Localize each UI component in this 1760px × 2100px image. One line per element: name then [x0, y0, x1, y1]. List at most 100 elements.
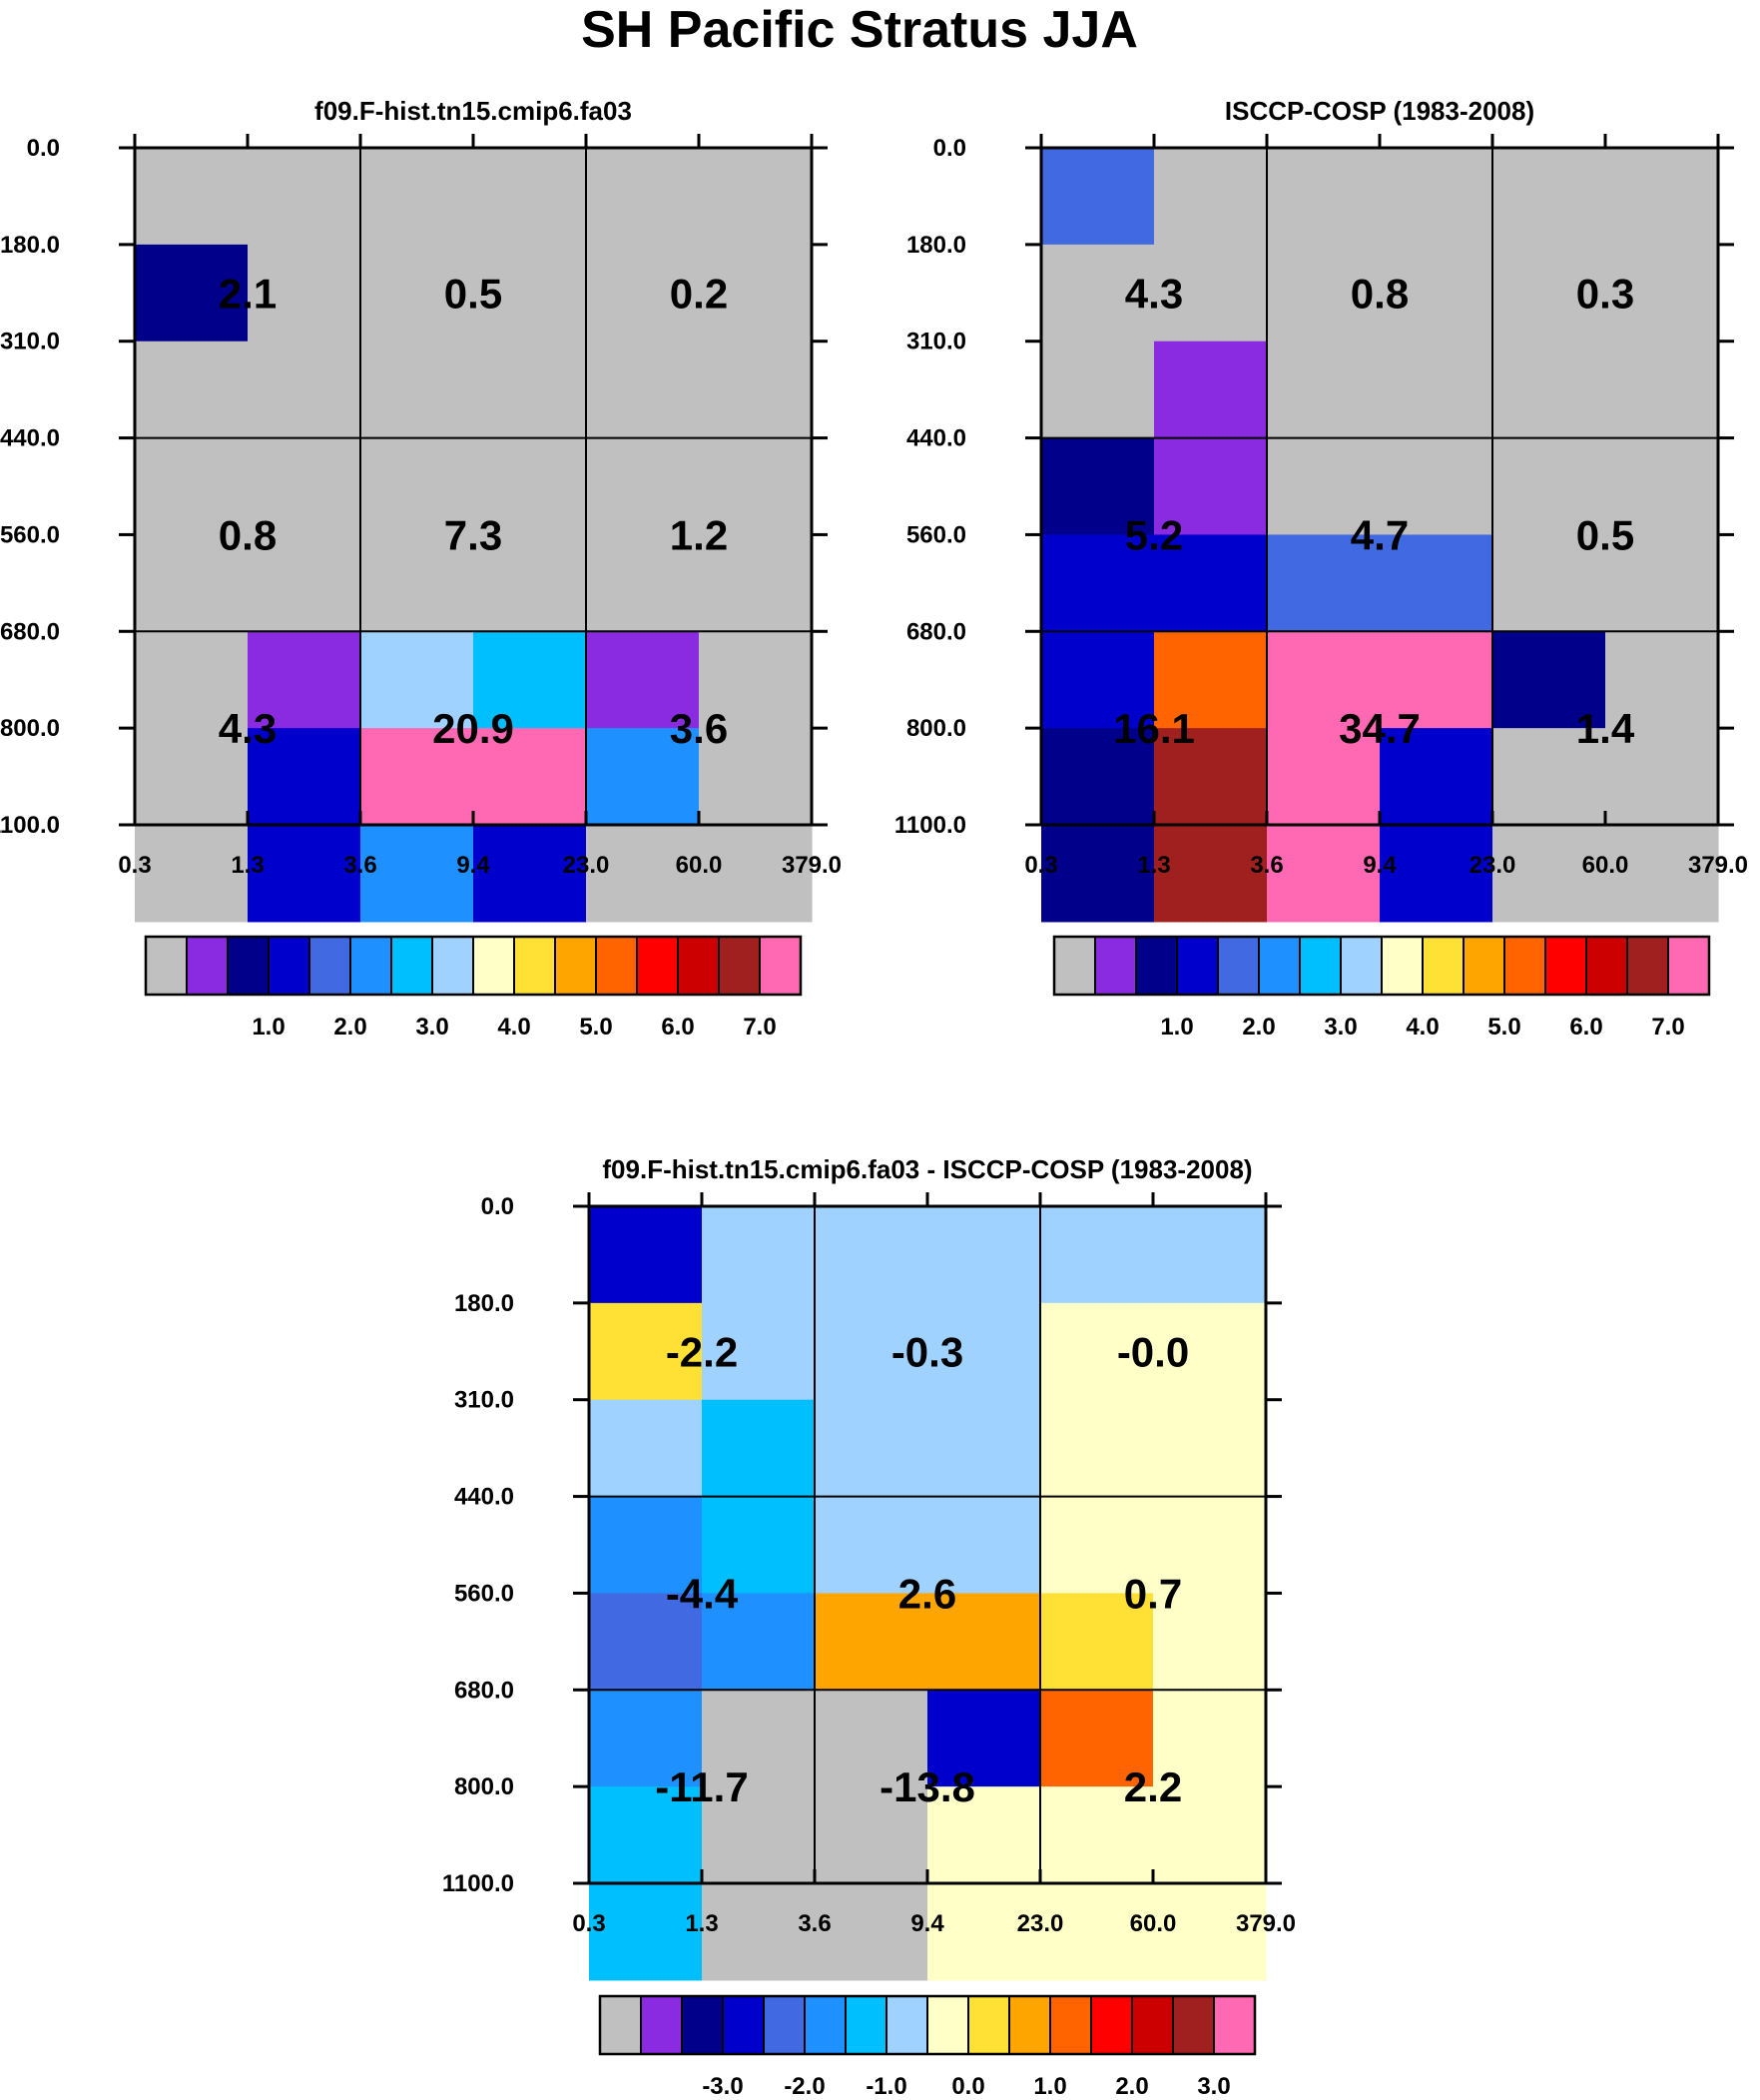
heatmap-cell: [927, 1883, 1041, 1981]
x-tick-label: 23.0: [563, 852, 610, 879]
y-tick-label: 0.0: [481, 1193, 514, 1220]
x-tick-label: 1.3: [231, 852, 264, 879]
heatmap-cell: [586, 728, 700, 826]
heatmap-cell: [699, 148, 813, 246]
heatmap-cell: [248, 825, 361, 923]
heatmap-cell: [1492, 244, 1606, 343]
heatmap-cell: [1153, 1399, 1267, 1498]
heatmap-cell: [473, 148, 587, 246]
heatmap-cell: [815, 1496, 928, 1595]
heatmap-cell: [360, 244, 474, 343]
heatmap-cell: [1153, 1593, 1267, 1691]
heatmap-cell: [135, 244, 249, 343]
heatmap-cell: [248, 341, 361, 439]
heatmap-cell: [135, 437, 249, 536]
colorbar-swatch: [1626, 936, 1669, 996]
colorbar-label: 6.0: [661, 1014, 694, 1041]
heatmap-cell: [589, 1883, 703, 1981]
heatmap-cell: [1040, 1883, 1154, 1981]
colorbar-swatch: [186, 936, 229, 996]
colorbar-label: 1.0: [1160, 1014, 1193, 1041]
box-value-label: 2.1: [219, 270, 277, 317]
colorbar-swatch: [636, 936, 679, 996]
heatmap-cell: [360, 148, 474, 246]
y-tick-label: 180.0: [906, 232, 966, 259]
heatmap-cell: [589, 1786, 703, 1884]
heatmap-cell: [1153, 1786, 1267, 1884]
y-tick-label: 440.0: [0, 425, 60, 452]
panel-title: f09.F-hist.tn15.cmip6.fa03: [314, 96, 632, 126]
heatmap-cell: [815, 1690, 928, 1787]
colorbar-swatch: [1176, 936, 1219, 996]
colorbar-swatch: [145, 936, 188, 996]
x-tick-label: 9.4: [456, 852, 490, 879]
y-tick-label: 310.0: [906, 329, 966, 355]
heatmap-cell: [586, 148, 700, 246]
heatmap-cell: [1605, 341, 1719, 439]
heatmap-cell: [586, 631, 700, 729]
heatmap-cell: [702, 1786, 816, 1884]
heatmap-cell: [1154, 244, 1268, 343]
colorbar-frame: [598, 1994, 1257, 2056]
heatmap-cell: [1267, 534, 1381, 632]
panel-obs-heatmap: ISCCP-COSP (1983-2008) 0.3 1.3 3.6 9.4 23.0 60…: [894, 96, 1748, 1041]
colorbar-swatch: [1544, 936, 1587, 996]
colorbar-swatch: [1213, 1995, 1256, 2055]
heatmap-cell: [473, 341, 587, 439]
heatmap-cell: [1154, 728, 1268, 826]
heatmap-cell: [702, 1883, 816, 1981]
heatmap-cell: [360, 341, 474, 439]
heatmap-cell: [1153, 1883, 1267, 1981]
x-tick-label: 0.3: [118, 852, 151, 879]
heatmap-cell: [1153, 1690, 1267, 1787]
heatmap-cell: [927, 1302, 1041, 1401]
heatmap-cell: [1267, 148, 1381, 246]
heatmap-cell: [699, 244, 813, 343]
heatmap-cell: [473, 728, 587, 826]
heatmap-cell: [1041, 437, 1155, 536]
panel-model-heatmap: f09.F-hist.tn15.cmip6.fa03 0.3 1.3 3.6 9.4 23…: [0, 96, 842, 1041]
box-value-label: 0.8: [219, 511, 277, 558]
heatmap-cell: [1605, 148, 1719, 246]
x-tick-label: 3.6: [343, 852, 376, 879]
heatmap-cell: [815, 1883, 928, 1981]
colorbar-swatch: [640, 1995, 683, 2055]
heatmap-cell: [927, 1206, 1041, 1304]
heatmap-cell: [473, 244, 587, 343]
heatmap-cell: [1040, 1786, 1154, 1884]
heatmap-cell: [815, 1302, 928, 1401]
x-tick-label: 9.4: [910, 1910, 944, 1937]
heatmap-cell: [702, 1399, 816, 1498]
heatmap-cell: [1267, 437, 1381, 536]
heatmap-cell: [699, 631, 813, 729]
colorbar-swatch: [1381, 936, 1424, 996]
colorbar-swatch: [1094, 936, 1137, 996]
heatmap-cell: [1040, 1690, 1154, 1787]
colorbar-swatch: [845, 1995, 887, 2055]
panel-title: f09.F-hist.tn15.cmip6.fa03 - ISCCP-COSP …: [602, 1154, 1252, 1184]
heatmap-cell: [702, 1206, 816, 1304]
colorbar-label: 4.0: [497, 1014, 530, 1041]
heatmap-cell: [1380, 341, 1493, 439]
heatmap-cell: [815, 1593, 928, 1691]
x-tick-label: 0.3: [572, 1910, 605, 1937]
heatmap-cell: [1605, 631, 1719, 729]
colorbar-swatch: [1135, 936, 1178, 996]
colorbar-label: 5.0: [579, 1014, 612, 1041]
box-value-label: 0.7: [1124, 1570, 1182, 1617]
x-tick-label: 379.0: [1688, 852, 1748, 879]
heatmap-cell: [1154, 437, 1268, 536]
y-tick-label: 1100.0: [442, 1870, 514, 1897]
colorbar-swatch: [1131, 1995, 1174, 2055]
heatmap-cell: [1492, 728, 1606, 826]
heatmap-cell: [473, 825, 587, 923]
heatmap-cell: [927, 1690, 1041, 1787]
heatmap-cell: [1605, 728, 1719, 826]
y-tick-label: 680.0: [906, 618, 966, 645]
y-tick-label: 440.0: [454, 1484, 514, 1511]
box-value-label: -11.7: [655, 1763, 748, 1810]
colorbar-swatch: [1667, 936, 1710, 996]
y-tick-label: 440.0: [906, 425, 966, 452]
heatmap-cell: [1041, 341, 1155, 439]
heatmap-cell: [1154, 631, 1268, 729]
